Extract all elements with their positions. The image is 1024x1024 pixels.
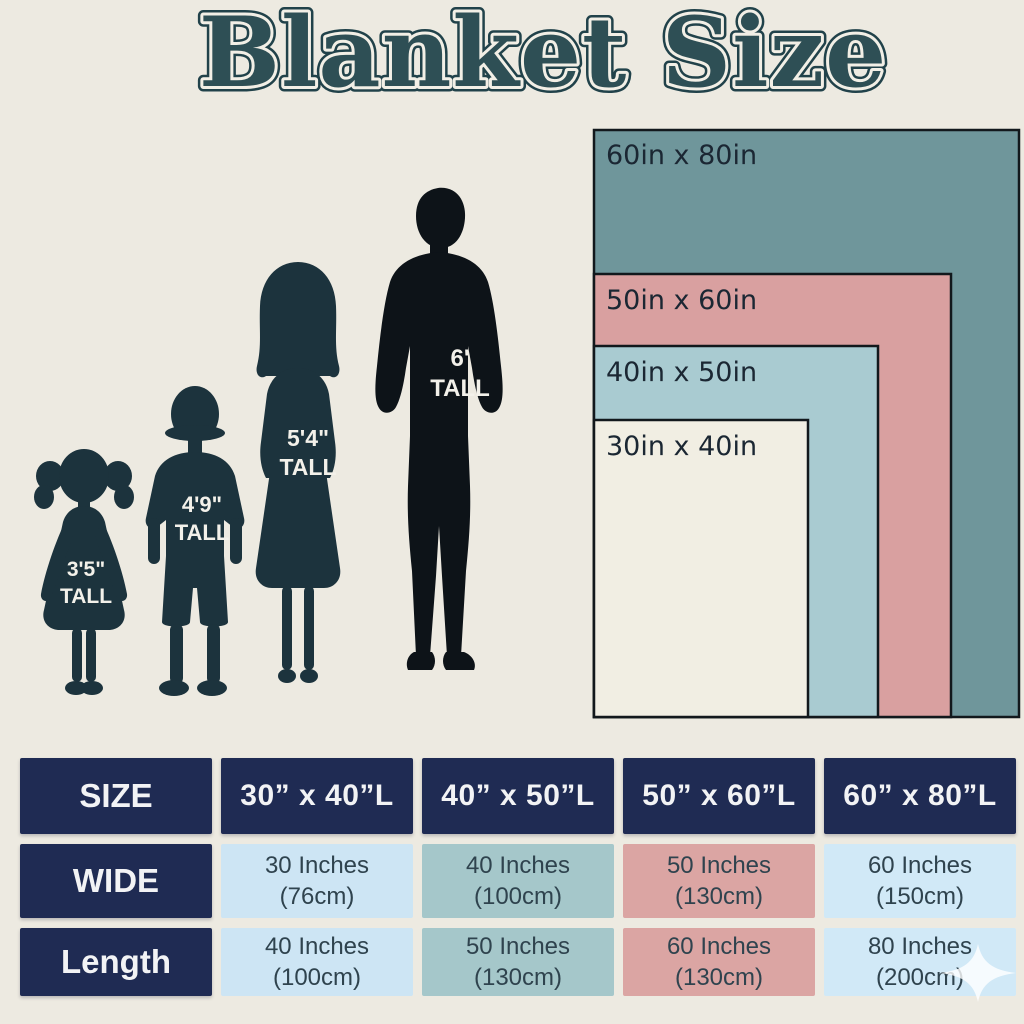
table-cell-length-50x60: 60 Inches (130cm) — [623, 928, 815, 996]
cell-value: 80 Inches — [867, 933, 973, 960]
table-rowlabel-wide: WIDE — [20, 844, 212, 918]
man-height-label: 6' — [450, 345, 469, 372]
woman-height-label-tall: TALL — [279, 454, 336, 480]
blanket-size-diagram: 60in x 80in 50in x 60in 40in x 50in 30in… — [592, 128, 1021, 719]
cell-value-cm: (130cm) — [473, 964, 563, 991]
boy-silhouette: 4'9" TALL — [145, 386, 245, 696]
table-header-size: SIZE — [20, 758, 212, 834]
sparkle-icon — [940, 944, 1016, 1002]
woman-height-label: 5'4" — [287, 425, 329, 451]
cell-value-cm: (76cm) — [279, 883, 355, 910]
man-height-label-tall: TALL — [430, 375, 490, 402]
table-cell-length-30x40: 40 Inches (100cm) — [221, 928, 413, 996]
man-torso — [375, 252, 503, 438]
cell-value-cm: (130cm) — [674, 883, 764, 910]
girl-silhouette: 3'5" TALL — [34, 449, 134, 695]
page-title: Blanket Size Blanket Size Blanket Size — [193, 0, 891, 115]
cell-value: 40 Inches — [264, 933, 370, 960]
man-legs — [407, 436, 471, 664]
page-title-inner-outline: Blanket Size — [199, 0, 887, 109]
cell-value: 30 Inches — [264, 852, 370, 879]
table-cell-wide-40x50: 40 Inches (100cm) — [422, 844, 614, 918]
blanket-60x80-label: 60in x 80in — [606, 140, 757, 171]
cell-value-cm: (100cm) — [272, 964, 362, 991]
blanket-40x50-label: 40in x 50in — [606, 357, 757, 388]
cell-value-cm: (100cm) — [473, 883, 563, 910]
girl-pigtail-right — [104, 461, 132, 491]
girl-pigtail-left — [36, 461, 64, 491]
cell-value: 60 Inches — [666, 933, 772, 960]
boy-cap-brim — [165, 425, 225, 441]
cell-value: 50 Inches — [666, 852, 772, 879]
man-head — [416, 187, 466, 248]
girl-height-label-tall: TALL — [60, 585, 112, 608]
girl-height-label: 3'5" — [67, 558, 105, 581]
cell-value-cm: (150cm) — [875, 883, 965, 910]
blanket-30x40 — [592, 418, 810, 719]
man-silhouette: 6' TALL — [375, 187, 503, 670]
cell-value: 50 Inches — [465, 933, 571, 960]
table-cell-length-40x50: 50 Inches (130cm) — [422, 928, 614, 996]
blanket-50x60-label: 50in x 60in — [606, 285, 757, 316]
table-cell-wide-60x80: 60 Inches (150cm) — [824, 844, 1016, 918]
woman-silhouette: 5'4" TALL — [255, 262, 341, 683]
table-header-40x50: 40” x 50”L — [422, 758, 614, 834]
boy-height-label-tall: TALL — [175, 520, 230, 545]
cell-value-cm: (130cm) — [674, 964, 764, 991]
boy-height-label: 4'9" — [182, 492, 222, 517]
woman-hair — [256, 262, 340, 378]
table-header-30x40: 30” x 40”L — [221, 758, 413, 834]
table-rowlabel-length: Length — [20, 928, 212, 996]
blanket-30x40-label: 30in x 40in — [606, 431, 757, 462]
cell-value-cm: (200cm) — [875, 964, 965, 991]
size-table: SIZE 30” x 40”L 40” x 50”L 50” x 60”L 60… — [20, 758, 1016, 996]
table-cell-wide-30x40: 30 Inches (76cm) — [221, 844, 413, 918]
table-header-60x80: 60” x 80”L — [824, 758, 1016, 834]
cell-value: 60 Inches — [867, 852, 973, 879]
woman-torso — [260, 368, 336, 478]
table-header-50x60: 50” x 60”L — [623, 758, 815, 834]
boy-shorts — [162, 556, 228, 627]
boy-shirt — [145, 452, 245, 558]
woman-skirt — [255, 472, 341, 588]
page-title-outline: Blanket Size — [199, 0, 887, 109]
page-title-text: Blanket Size — [199, 0, 887, 109]
cell-value: 40 Inches — [465, 852, 571, 879]
girl-head — [59, 449, 109, 503]
table-cell-wide-50x60: 50 Inches (130cm) — [623, 844, 815, 918]
